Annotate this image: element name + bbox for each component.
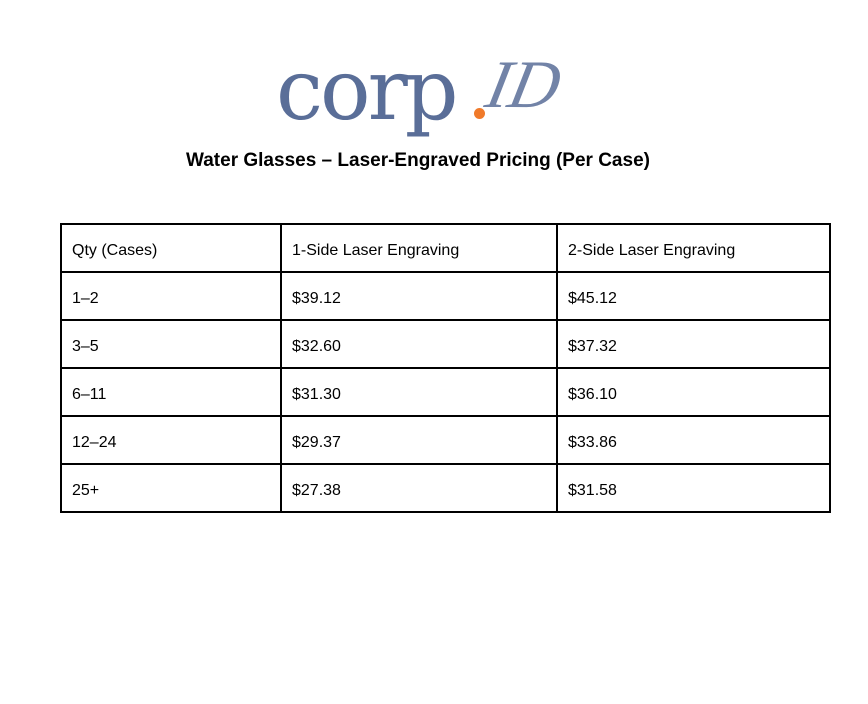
- table-row-cell: $45.12: [556, 271, 831, 321]
- table-row: 1–2 $39.12 $45.12: [60, 271, 831, 321]
- table-row-cell: $36.10: [556, 367, 831, 417]
- pricing-table: Qty (Cases) 1-Side Laser Engraving 2-Side …: [60, 223, 831, 513]
- page-title: Water Glasses – Laser-Engraved Pricing (…: [186, 150, 650, 171]
- logo: corp ID: [276, 40, 568, 140]
- table-row-cell: $29.37: [280, 415, 558, 465]
- table-body: Qty (Cases) 1-Side Laser Engraving 2-Side …: [60, 223, 831, 513]
- header-row: Qty (Cases) 1-Side Laser Engraving 2-Side …: [60, 223, 831, 273]
- logo-script: ID: [479, 46, 568, 122]
- table-row: 12–24 $29.37 $33.86: [60, 415, 831, 465]
- table-row-cell: 3–5: [60, 319, 282, 369]
- logo-dot: [474, 108, 485, 119]
- table-row: 6–11 $31.30 $36.10: [60, 367, 831, 417]
- table-row-cell: 25+: [60, 463, 282, 513]
- header-row-cell: Qty (Cases): [60, 223, 282, 273]
- table-row-cell: $27.38: [280, 463, 558, 513]
- table-row-cell: $32.60: [280, 319, 558, 369]
- table-row-cell: $33.86: [556, 415, 831, 465]
- table-row-cell: $39.12: [280, 271, 558, 321]
- table-row-cell: $37.32: [556, 319, 831, 369]
- logo-wordmark: corp: [276, 41, 459, 139]
- header-row-cell: 1-Side Laser Engraving: [280, 223, 558, 273]
- table-row-cell: 6–11: [60, 367, 282, 417]
- header-row-cell: 2-Side Laser Engraving: [556, 223, 831, 273]
- table-row-cell: $31.30: [280, 367, 558, 417]
- table-row-cell: 12–24: [60, 415, 282, 465]
- table-row: 25+ $27.38 $31.58: [60, 463, 831, 513]
- table-row-cell: $31.58: [556, 463, 831, 513]
- table-row: 3–5 $32.60 $37.32: [60, 319, 831, 369]
- table-row-cell: 1–2: [60, 271, 282, 321]
